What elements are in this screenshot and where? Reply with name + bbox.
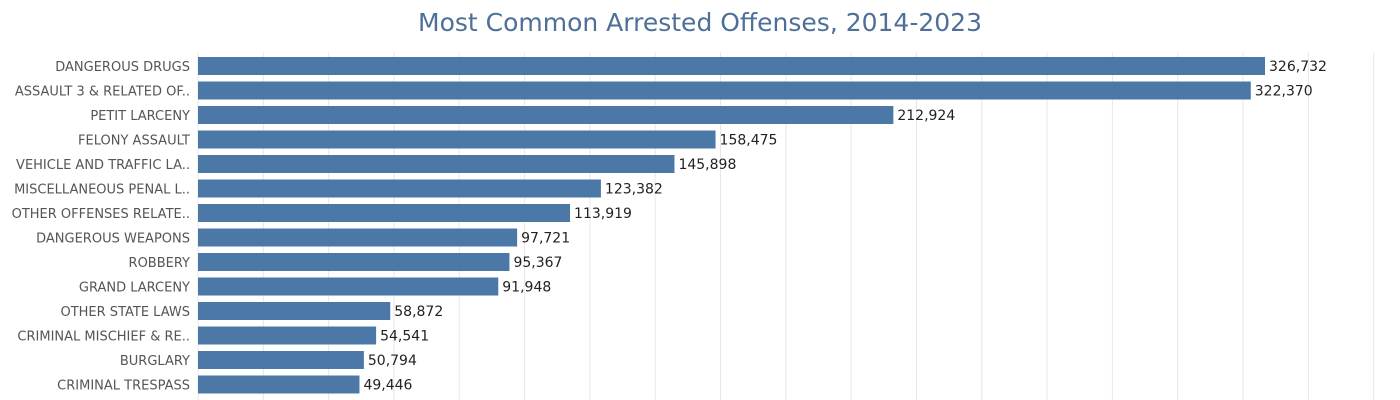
category-label: VEHICLE AND TRAFFIC LA.. — [16, 158, 190, 173]
bar[interactable] — [198, 179, 601, 198]
bar[interactable] — [198, 326, 377, 345]
data-label: 123,382 — [605, 182, 663, 198]
data-label: 54,541 — [380, 329, 429, 345]
bar[interactable] — [198, 57, 1266, 75]
category-label: CRIMINAL TRESPASS — [57, 379, 190, 394]
bar[interactable] — [198, 277, 499, 296]
data-label: 50,794 — [368, 353, 417, 369]
data-label: 145,898 — [678, 157, 736, 173]
data-label: 58,872 — [394, 304, 443, 320]
category-label: BURGLARY — [120, 354, 190, 369]
bar[interactable] — [198, 253, 510, 271]
bar[interactable] — [198, 375, 360, 394]
gridlines — [197, 52, 1375, 400]
data-label: 97,721 — [521, 231, 570, 247]
bar[interactable] — [198, 204, 571, 222]
category-label: ASSAULT 3 & RELATED OF.. — [15, 85, 190, 100]
data-label: 91,948 — [502, 280, 551, 296]
bar[interactable] — [198, 155, 675, 173]
category-label: DANGEROUS DRUGS — [55, 60, 190, 75]
category-label: MISCELLANEOUS PENAL L.. — [14, 183, 190, 198]
category-label: OTHER STATE LAWS — [60, 305, 190, 320]
category-label: PETIT LARCENY — [90, 109, 190, 124]
category-label: GRAND LARCENY — [79, 281, 190, 296]
bar[interactable] — [198, 351, 364, 369]
data-label: 113,919 — [574, 206, 632, 222]
bar[interactable] — [198, 106, 894, 124]
chart-title: Most Common Arrested Offenses, 2014-2023 — [418, 8, 982, 37]
bar[interactable] — [198, 81, 1251, 100]
category-label: CRIMINAL MISCHIEF & RE.. — [17, 330, 190, 345]
bar[interactable] — [198, 130, 716, 149]
data-label: 212,924 — [897, 108, 955, 124]
category-label: FELONY ASSAULT — [78, 134, 190, 149]
category-label: DANGEROUS WEAPONS — [36, 232, 190, 247]
data-label: 158,475 — [720, 133, 778, 149]
category-label: ROBBERY — [129, 256, 191, 271]
data-label: 95,367 — [513, 255, 562, 271]
bar[interactable] — [198, 302, 391, 320]
data-label: 322,370 — [1255, 84, 1313, 100]
bar[interactable] — [198, 228, 518, 247]
data-label: 326,732 — [1269, 59, 1327, 75]
data-label: 49,446 — [363, 378, 412, 394]
category-label: OTHER OFFENSES RELATE.. — [12, 207, 190, 222]
